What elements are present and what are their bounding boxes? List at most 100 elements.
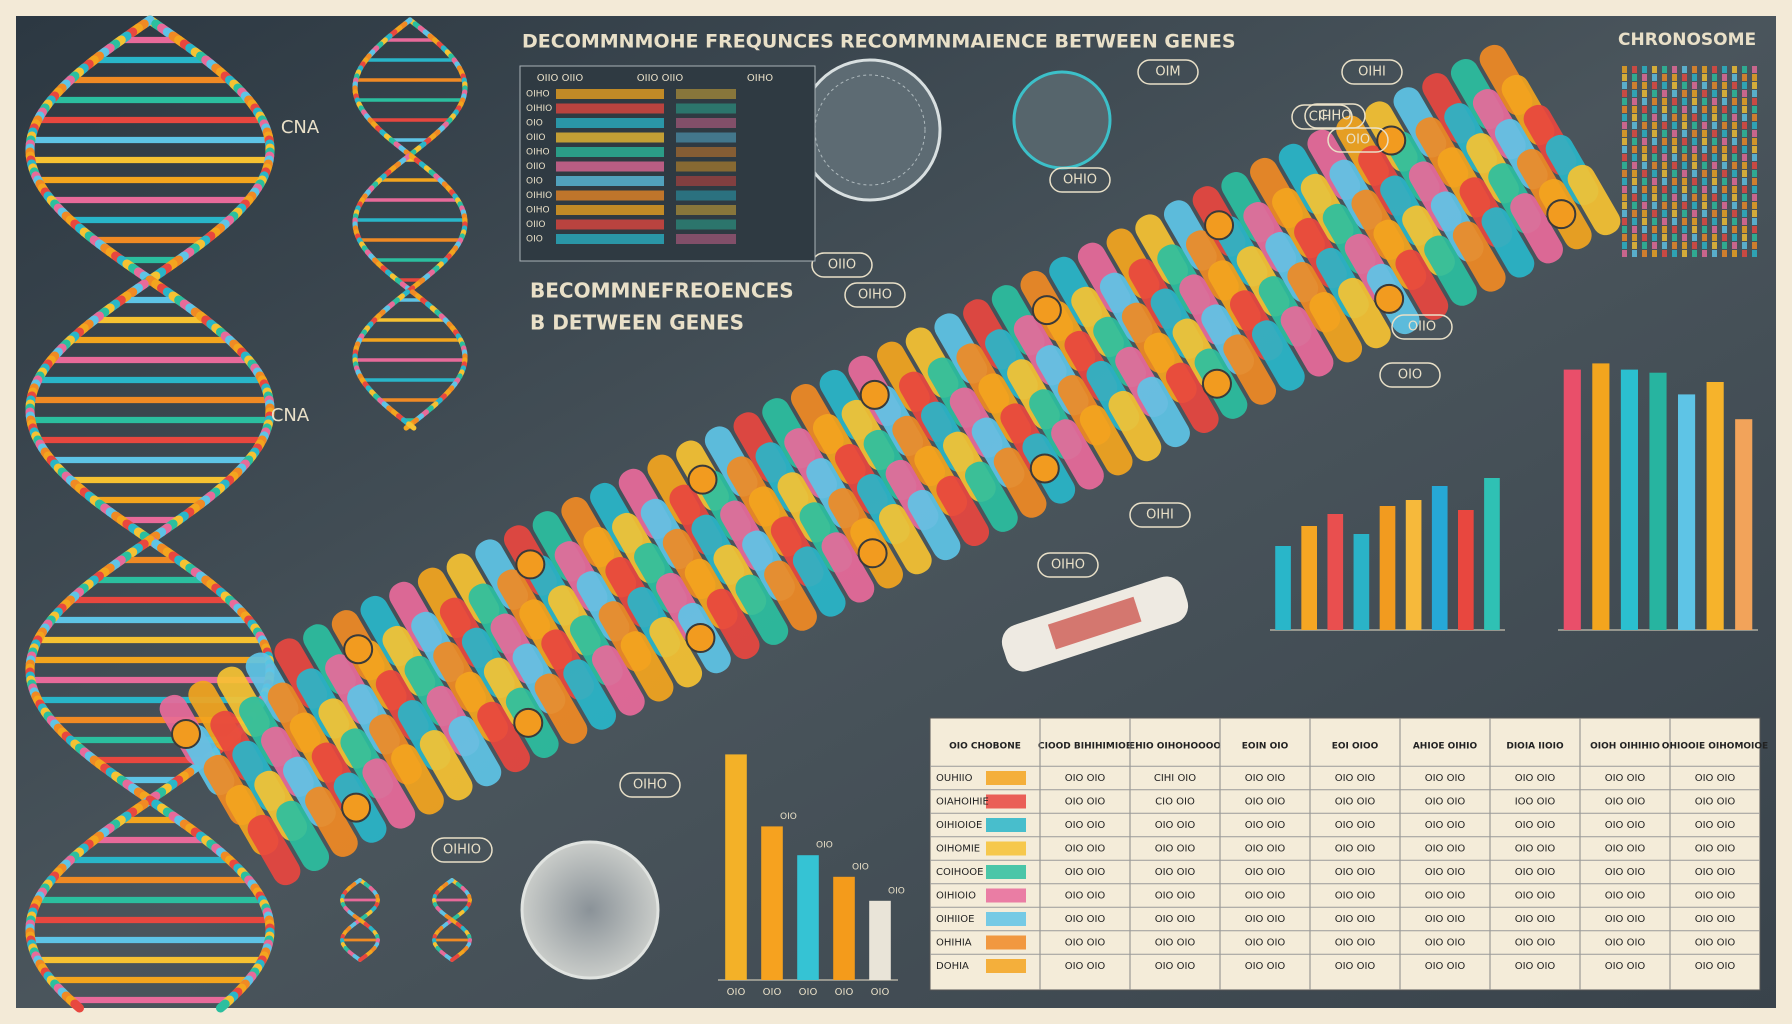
chromosome-map-band bbox=[1692, 234, 1697, 241]
top-table-strip bbox=[556, 132, 664, 143]
chromosome-map-band bbox=[1692, 186, 1697, 193]
chromosome-map-band bbox=[1632, 242, 1637, 249]
chromosome-map-band bbox=[1752, 218, 1757, 225]
chromosome-map-band bbox=[1652, 250, 1657, 257]
chromosome-map-band bbox=[1622, 98, 1627, 105]
tag: OIHI bbox=[1146, 508, 1174, 523]
tag: OIIO bbox=[1408, 320, 1436, 335]
chromosome-map-band bbox=[1642, 242, 1647, 249]
chromosome-segment bbox=[448, 715, 502, 787]
chromosome-map-band bbox=[1702, 106, 1707, 113]
chromosome-map-band bbox=[1692, 226, 1697, 233]
chromosome-map-band bbox=[1732, 250, 1737, 257]
chromosome-map-band bbox=[1662, 226, 1667, 233]
top-table-row-label: OIIO bbox=[526, 220, 545, 230]
chromosome-map-band bbox=[1702, 66, 1707, 73]
chromosome-map-band bbox=[1732, 154, 1737, 161]
tag-pill bbox=[811, 252, 873, 278]
tag: OIM bbox=[1155, 65, 1180, 80]
chromosome-map-band bbox=[1722, 162, 1727, 169]
top-table-header: OIIO OIIO bbox=[637, 73, 684, 84]
chromosome-segment bbox=[993, 447, 1047, 518]
chromosome-map-band bbox=[1642, 194, 1647, 201]
top-table-strip bbox=[676, 219, 736, 230]
chromosome-map-band bbox=[1672, 146, 1677, 153]
chromosome-map-band bbox=[1722, 154, 1727, 161]
chromosome-map-band bbox=[1742, 210, 1747, 217]
chromosome-map-band bbox=[1622, 162, 1627, 169]
row-label: OIHIOIOE bbox=[936, 820, 982, 831]
chromosome-map-band bbox=[1662, 90, 1667, 97]
chromosome-map-band bbox=[1742, 74, 1747, 81]
chromosome-map-band bbox=[1712, 218, 1717, 225]
chromosome-map-band bbox=[1652, 122, 1657, 129]
chromosome-map-band bbox=[1652, 82, 1657, 89]
chromosome-segment bbox=[965, 461, 1018, 532]
chromosome-map-band bbox=[1722, 90, 1727, 97]
chromosome-map-band bbox=[1692, 202, 1697, 209]
top-table-strip bbox=[676, 132, 736, 143]
chromosome-map-band bbox=[1662, 162, 1667, 169]
cell: OIO OIO bbox=[1155, 938, 1196, 949]
chromosome-map-band bbox=[1642, 66, 1647, 73]
chromosome-segment bbox=[1452, 221, 1506, 292]
chromosome-map-band bbox=[1682, 146, 1687, 153]
cell: IOO OIO bbox=[1515, 797, 1556, 808]
top-table-strip bbox=[676, 118, 736, 128]
helix-strand bbox=[358, 954, 368, 962]
bar bbox=[1563, 369, 1581, 630]
chromosome-segment bbox=[1165, 362, 1219, 433]
chromosome-map-band bbox=[1682, 98, 1687, 105]
tag-pill bbox=[431, 837, 493, 863]
cell: OIO OIO bbox=[1335, 867, 1376, 878]
chromosome-map-band bbox=[1722, 130, 1727, 137]
top-table-strip bbox=[556, 190, 664, 201]
chromosome-map-band bbox=[1632, 154, 1637, 161]
tag: OIHO bbox=[858, 288, 892, 303]
chromosome-map-band bbox=[1642, 210, 1647, 217]
chromosome-map-band bbox=[1622, 130, 1627, 137]
chromosome-map-band bbox=[1642, 162, 1647, 169]
chromosome-map-band bbox=[1672, 178, 1677, 185]
chromosome-map-band bbox=[1722, 74, 1727, 81]
row-swatch bbox=[986, 935, 1026, 950]
chromosome-map-band bbox=[1692, 122, 1697, 129]
chromosome-map-band bbox=[1682, 210, 1687, 217]
chromosome-node bbox=[685, 623, 716, 654]
chromosome-map-band bbox=[1732, 226, 1737, 233]
chromosome-map-band bbox=[1692, 250, 1697, 257]
chromosome-map-band bbox=[1702, 234, 1707, 241]
chromosome-map-band bbox=[1692, 106, 1697, 113]
title-center: RECOMMNMAIENCE BETWEEN GENES bbox=[840, 31, 1236, 53]
cell: OIO OIO bbox=[1695, 891, 1736, 902]
chromosome-map-band bbox=[1642, 226, 1647, 233]
tag-pill bbox=[1049, 167, 1111, 193]
cell: OIO OIO bbox=[1605, 891, 1646, 902]
top-table-strip bbox=[556, 89, 664, 99]
row-label: OIHOMIE bbox=[936, 844, 980, 855]
chromosome-map-band bbox=[1732, 74, 1737, 81]
chromosome-map-band bbox=[1712, 194, 1717, 201]
chromosome-map-band bbox=[1652, 234, 1657, 241]
chromosome-map-band bbox=[1752, 226, 1757, 233]
chromosome-map-band bbox=[1752, 82, 1757, 89]
row-swatch bbox=[986, 865, 1026, 879]
chromosome-map-band bbox=[1752, 202, 1757, 209]
top-table-strip bbox=[556, 103, 664, 114]
cell: OIO OIO bbox=[1605, 914, 1646, 925]
column-header: DIOIA IIOIO bbox=[1506, 742, 1564, 752]
cell: OIO OIO bbox=[1515, 867, 1556, 878]
chromosome-map-band bbox=[1632, 138, 1637, 145]
tag: OIHO bbox=[633, 778, 667, 793]
chromosome-map-band bbox=[1622, 90, 1627, 97]
chromosome-map-band bbox=[1682, 194, 1687, 201]
tag-pill bbox=[1379, 362, 1441, 388]
chromosome-map-band bbox=[1722, 82, 1727, 89]
chromosome-map-band bbox=[1712, 106, 1717, 113]
chromosome-map-band bbox=[1632, 210, 1637, 217]
cell: OIO OIO bbox=[1065, 961, 1106, 972]
bar bbox=[1327, 514, 1344, 630]
chromosome-map-band bbox=[1712, 122, 1717, 129]
top-table-strip bbox=[556, 147, 664, 157]
tag: CIHI bbox=[1309, 110, 1336, 125]
